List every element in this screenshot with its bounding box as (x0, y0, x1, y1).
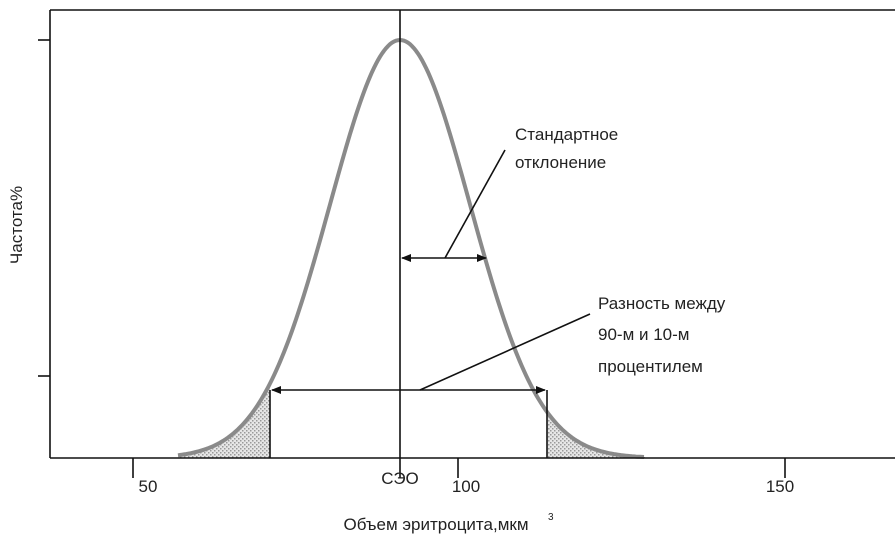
annotation-line: 90-м и 10-м (598, 325, 689, 344)
x-tick-label: 150 (766, 477, 794, 496)
range-leader (419, 313, 591, 391)
shaded-tails (178, 383, 645, 458)
x-axis-label-superscript: 3 (548, 512, 554, 523)
distribution-curve (177, 37, 645, 459)
frame (38, 9, 895, 478)
shaded-tail (547, 411, 645, 458)
y-axis-label: Частота% (7, 186, 26, 264)
x-axis-label: Объем эритроцита,мкм (343, 515, 528, 534)
annotation-line: Стандартное (515, 125, 618, 144)
x-tick-label: 100 (452, 477, 480, 496)
annotation-line: процентилем (598, 357, 703, 376)
annotation-line: Разность между (598, 294, 726, 313)
annotation-line: отклонение (515, 153, 606, 172)
x-tick-label: 50 (139, 477, 158, 496)
center-label: СЭО (381, 469, 419, 488)
shaded-tail (178, 383, 270, 458)
sd-leader (444, 149, 506, 259)
